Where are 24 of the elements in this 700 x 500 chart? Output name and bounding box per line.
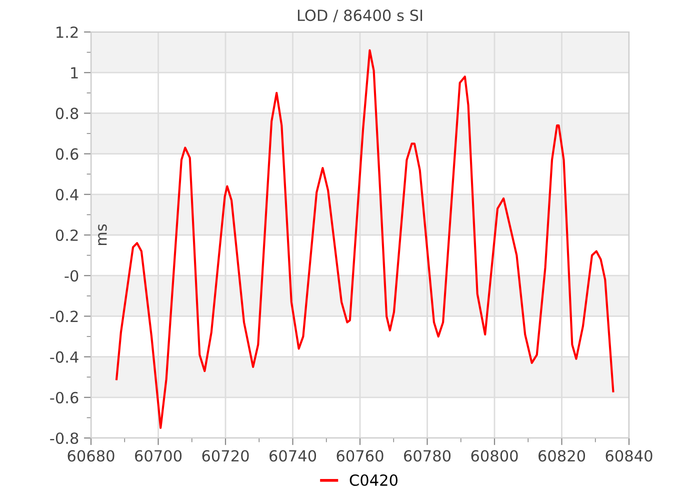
chart-title: LOD / 86400 s SI: [298, 10, 422, 22]
legend-label: C0420: [350, 474, 398, 486]
x-tick-label: 60820: [538, 450, 586, 462]
x-tick-label: 60800: [471, 450, 518, 462]
y-tick-label: 0.8: [56, 108, 78, 120]
y-tick-label: -0.4: [50, 351, 78, 363]
x-tick-label: 60780: [404, 450, 451, 462]
x-tick-label: 60680: [68, 450, 114, 462]
y-tick-label: 0.2: [56, 229, 78, 242]
x-tick-label: 60720: [202, 450, 249, 462]
x-tick-label: 60700: [135, 450, 182, 462]
y-tick-label: -0.8: [50, 432, 78, 444]
y-axis-title: ms: [98, 224, 107, 246]
y-tick-label: 0.4: [56, 188, 78, 200]
y-tick-label: 1.2: [56, 26, 78, 38]
y-tick-label: 0.6: [56, 148, 78, 160]
y-tick-label: -0: [64, 270, 78, 282]
y-tick-label: -0.6: [50, 392, 78, 404]
y-tick-label: -0.2: [50, 310, 78, 322]
x-tick-label: 60740: [270, 450, 316, 462]
x-tick-label: 60840: [606, 450, 652, 462]
y-tick-label: 1: [71, 67, 78, 78]
line-series: [116, 49, 614, 429]
x-tick-label: 60760: [336, 450, 384, 462]
